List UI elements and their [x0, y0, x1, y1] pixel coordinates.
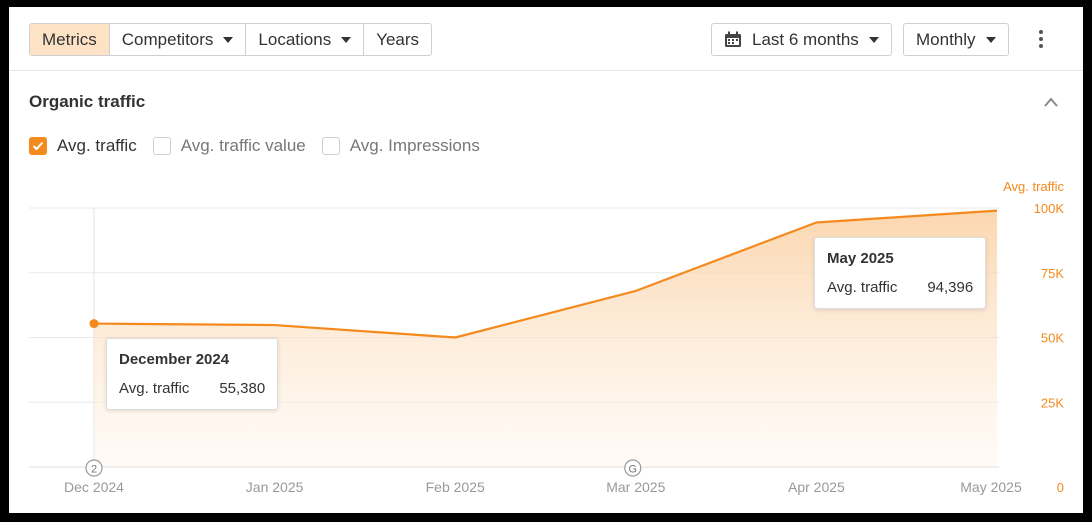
series-area [94, 210, 997, 467]
tooltip-label: Avg. traffic [119, 380, 190, 397]
granularity-dropdown[interactable]: Monthly [903, 23, 1009, 56]
tooltip-value: 94,396 [927, 279, 974, 296]
date-range-label: Last 6 months [752, 29, 859, 49]
tooltip-may-2025: May 2025 Avg. traffic 94,396 [814, 237, 987, 309]
chevron-up-icon[interactable] [1043, 95, 1059, 109]
y-tick-label: 75K [1041, 266, 1064, 281]
tooltip-label: Avg. traffic [827, 279, 898, 296]
tab-metrics-label: Metrics [42, 29, 97, 49]
x-tick-label: Feb 2025 [426, 479, 485, 495]
metric-toggles: Avg. traffic Avg. traffic value Avg. Imp… [29, 136, 496, 156]
metric-label: Avg. traffic value [180, 136, 306, 155]
metric-label: Avg. traffic [57, 136, 137, 155]
y-tick-label: 25K [1041, 395, 1064, 410]
data-point [89, 319, 99, 329]
x-tick-label: May 2025 [960, 479, 1022, 495]
date-range-dropdown[interactable]: Last 6 months [711, 23, 892, 56]
x-tick-label: Dec 2024 [64, 479, 124, 495]
view-tabs: Metrics Competitors Locations Years [29, 23, 433, 56]
granularity-label: Monthly [916, 29, 976, 49]
checkbox-checked-icon[interactable] [29, 137, 47, 155]
section-title: Organic traffic [29, 92, 146, 111]
more-options-icon[interactable] [1031, 27, 1051, 51]
tooltip-title: May 2025 [827, 250, 894, 267]
tooltip-dec-2024: December 2024 Avg. traffic 55,380 [106, 338, 279, 410]
x-tick-label: Apr 2025 [788, 479, 845, 495]
metric-label: Avg. Impressions [349, 136, 480, 155]
tab-locations[interactable]: Locations [246, 24, 365, 55]
caret-down-icon [341, 36, 352, 43]
y-tick-label: 50K [1041, 331, 1064, 346]
caret-down-icon [985, 36, 996, 43]
tab-years[interactable]: Years [364, 24, 431, 55]
y-axis-title: Avg. traffic [1003, 179, 1064, 194]
checkbox-icon[interactable] [321, 137, 340, 155]
tab-years-label: Years [376, 29, 420, 49]
x-tick-label: Mar 2025 [606, 479, 665, 495]
x-tick-label: Jan 2025 [246, 479, 304, 495]
caret-down-icon [223, 36, 234, 43]
checkbox-icon[interactable] [152, 137, 171, 155]
tab-competitors-label: Competitors [121, 29, 214, 49]
y-tick-label: 0 [1057, 480, 1064, 495]
metric-avg-traffic-value[interactable]: Avg. traffic value [152, 136, 306, 156]
tooltip-value: 55,380 [219, 380, 266, 397]
caret-down-icon [868, 36, 879, 43]
annotation-label: G [629, 464, 638, 476]
traffic-chart: 0 25K 50K 75K 100K Dec 2024 Jan 2025 Feb 2025 Ma… [29, 201, 1065, 495]
calendar-icon [725, 31, 741, 47]
annotation-marker [85, 459, 103, 477]
toolbar: Metrics Competitors Locations Years [9, 7, 1083, 71]
tab-locations-label: Locations [258, 29, 332, 49]
series-line [93, 209, 998, 339]
metric-avg-traffic[interactable]: Avg. traffic [29, 136, 137, 156]
annotation-label: 2 [91, 464, 97, 476]
tab-competitors[interactable]: Competitors [110, 24, 247, 55]
metric-avg-impressions[interactable]: Avg. Impressions [321, 136, 480, 156]
tooltip-title: December 2024 [119, 351, 230, 368]
organic-traffic-panel: Metrics Competitors Locations Years [9, 7, 1083, 513]
tab-metrics[interactable]: Metrics [30, 24, 110, 55]
y-tick-label: 100K [1034, 201, 1065, 216]
annotation-marker [624, 459, 642, 477]
